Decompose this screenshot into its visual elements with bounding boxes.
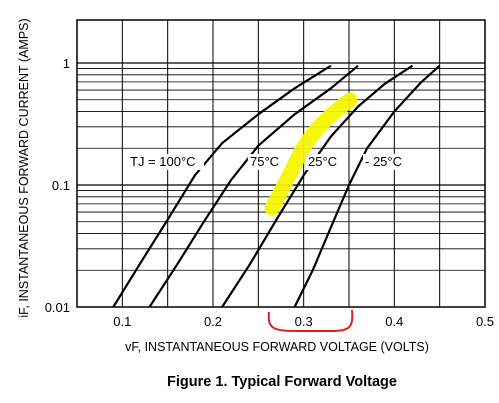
y-tick-label: 0.1: [52, 178, 70, 193]
series-line-3: [221, 64, 414, 308]
x-tick-labels: 0.1 0.2 0.3 0.4 0.5: [113, 314, 494, 329]
plot-frame: [76, 19, 486, 308]
y-tick-label: 1: [63, 56, 70, 71]
series-label-bg: [363, 154, 411, 170]
yellow-highlight-mark: [264, 92, 358, 216]
series-label-3: 25°C: [308, 154, 337, 169]
series-line-1: [112, 64, 332, 308]
series-label-2: 75°C: [250, 154, 279, 169]
figure-caption: Figure 1. Typical Forward Voltage: [167, 374, 397, 390]
series-label-4: - 25°C: [365, 154, 402, 169]
series-label-1: TJ = 100°C: [130, 154, 196, 169]
x-tick-label: 0.3: [295, 314, 313, 329]
y-tick-label: 0.01: [45, 300, 70, 315]
red-bracket-mark: [267, 309, 354, 332]
series-label-bg: [128, 154, 204, 170]
series-line-2: [148, 64, 359, 308]
x-tick-label: 0.5: [476, 314, 494, 329]
series-label-bg: [306, 154, 339, 170]
x-tick-label: 0.4: [385, 314, 403, 329]
y-axis-label: iF, INSTANTANEOUS FORWARD CURRENT (AMPS): [17, 18, 31, 317]
series-line-4: [293, 64, 441, 308]
curve-labels: TJ = 100°C 75°C 25°C - 25°C: [128, 154, 411, 170]
x-axis-label: vF, INSTANTANEOUS FORWARD VOLTAGE (VOLTS…: [125, 340, 429, 354]
yellow-highlight-stroke: [264, 92, 358, 216]
x-tick-label: 0.2: [204, 314, 222, 329]
series-label-bg: [248, 154, 281, 170]
x-tick-label: 0.1: [113, 314, 131, 329]
y-tick-labels: 0.01 0.1 1: [45, 56, 70, 315]
